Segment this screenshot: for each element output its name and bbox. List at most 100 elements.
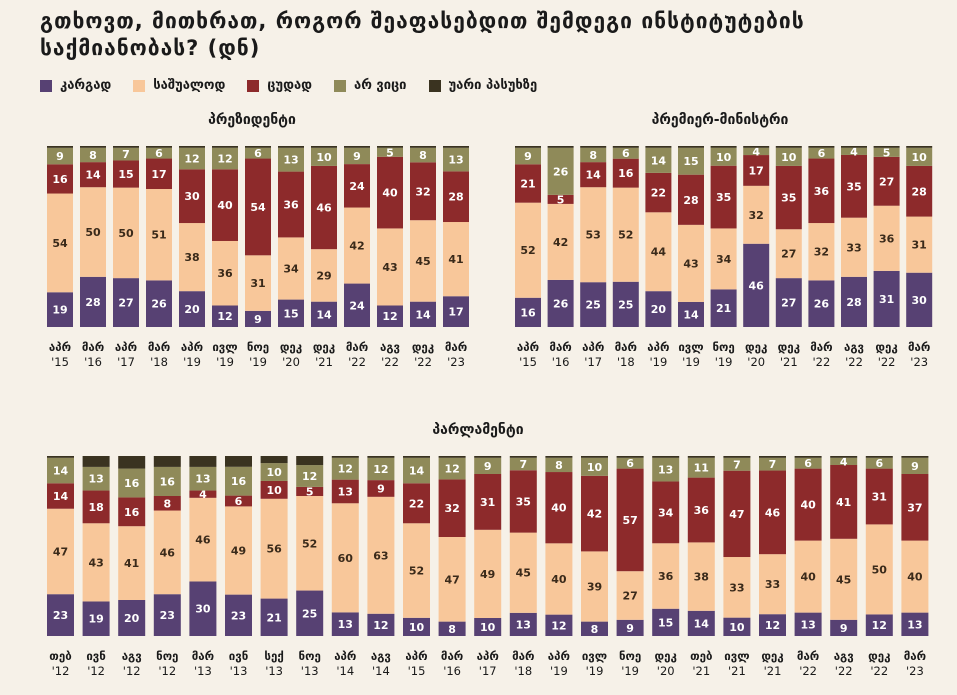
data-label-average: 34 xyxy=(283,262,299,275)
bar-dont-know xyxy=(645,147,672,173)
bar-refuse xyxy=(830,456,858,458)
data-label-average: 47 xyxy=(444,573,459,586)
bar-average xyxy=(841,217,867,277)
bar-good xyxy=(515,297,541,327)
data-label-good: 23 xyxy=(160,609,175,622)
bar-refuse xyxy=(652,456,680,458)
x-tick-year: '17 xyxy=(117,355,135,369)
bar-bad xyxy=(865,468,893,525)
data-label-average: 50 xyxy=(85,226,101,239)
bar-average xyxy=(794,540,822,613)
data-label-bad: 27 xyxy=(879,175,894,188)
x-tick-month: ნოე xyxy=(712,340,734,354)
data-label-good: 19 xyxy=(88,613,103,626)
bar-dont-know xyxy=(906,147,933,166)
bar-good xyxy=(759,614,786,636)
data-label-good: 12 xyxy=(551,619,566,632)
bar-good xyxy=(547,279,574,327)
x-tick-year: '22 xyxy=(381,355,399,369)
x-tick-month: აგვ xyxy=(371,649,391,663)
data-label-average: 54 xyxy=(52,237,68,250)
bar-dont-know xyxy=(146,147,172,159)
bar-dont-know xyxy=(410,147,436,163)
bar-good xyxy=(743,243,770,327)
x-tick-year: '19 xyxy=(715,355,733,369)
data-label-average: 52 xyxy=(302,537,317,550)
data-label-bad: 16 xyxy=(618,167,634,180)
legend-label-good: კარგად xyxy=(60,78,112,93)
data-label-good: 26 xyxy=(151,298,167,311)
data-label-bad: 40 xyxy=(551,502,567,515)
bar-dont-know xyxy=(260,463,288,481)
data-label-dont-know: 7 xyxy=(733,458,741,471)
data-label-good: 12 xyxy=(382,310,397,323)
data-label-bad: 35 xyxy=(516,495,531,508)
bar-bad xyxy=(212,169,238,241)
x-tick-month: ივნ xyxy=(86,649,106,663)
bar-bad xyxy=(377,156,403,229)
bar-bad xyxy=(743,155,770,186)
bar-refuse xyxy=(153,456,181,467)
data-label-average: 40 xyxy=(800,571,816,584)
x-tick-month: აგვ xyxy=(844,340,864,354)
bar-good xyxy=(901,612,929,636)
data-label-average: 36 xyxy=(658,570,674,583)
x-tick-month: აპრ xyxy=(334,649,356,663)
bar-good xyxy=(80,276,106,327)
bar-dont-know xyxy=(710,147,737,166)
data-label-bad: 17 xyxy=(749,164,764,177)
bar-bad xyxy=(901,474,929,541)
data-label-average: 33 xyxy=(765,578,780,591)
bar-bad xyxy=(443,171,469,223)
data-label-bad: 41 xyxy=(836,496,851,509)
x-tick-month: აპრ xyxy=(582,340,604,354)
data-label-good: 30 xyxy=(912,294,928,307)
data-label-good: 15 xyxy=(283,307,298,320)
bar-bad xyxy=(547,194,574,204)
bar-average xyxy=(652,543,680,609)
bar-good xyxy=(225,594,252,636)
bar-dont-know xyxy=(612,147,639,159)
x-tick-year: '17 xyxy=(479,664,497,678)
bar-good xyxy=(189,581,217,636)
bar-good xyxy=(612,281,639,327)
data-label-good: 8 xyxy=(448,623,456,636)
bar-good xyxy=(545,614,573,636)
legend-item-dont-know: არ ვიცი xyxy=(334,78,407,93)
data-label-average: 33 xyxy=(846,241,861,254)
bar-average xyxy=(82,523,110,602)
bar-average xyxy=(678,224,704,302)
bar-good xyxy=(581,621,608,636)
bar-bad xyxy=(652,481,680,544)
bar-dont-know xyxy=(794,457,822,469)
bar-average xyxy=(581,551,608,622)
data-label-dont-know: 7 xyxy=(519,458,527,471)
chart-title-parliament: პარლამენტი xyxy=(432,422,523,438)
chart-title-pm: პრემიერ-მინისტრი xyxy=(652,112,789,128)
data-label-average: 31 xyxy=(250,277,265,290)
data-label-good: 20 xyxy=(124,612,140,625)
bar-refuse xyxy=(331,456,359,458)
bar-average xyxy=(723,557,751,618)
bar-refuse xyxy=(612,146,639,148)
bar-average xyxy=(377,228,403,306)
data-label-bad: 5 xyxy=(557,193,565,206)
bar-dont-know xyxy=(311,147,337,166)
x-tick-month: თებ xyxy=(690,649,712,663)
data-label-bad: 14 xyxy=(586,169,602,182)
data-label-good: 14 xyxy=(683,308,699,321)
x-tick-year: '12 xyxy=(87,664,105,678)
data-label-bad: 46 xyxy=(316,202,332,215)
bar-average xyxy=(47,193,73,293)
data-label-average: 29 xyxy=(316,269,331,282)
bar-average xyxy=(331,503,359,613)
bar-bad xyxy=(710,165,737,229)
bar-dont-know xyxy=(545,457,573,473)
bar-bad xyxy=(260,480,288,499)
bar-dont-know xyxy=(830,457,858,465)
bar-average xyxy=(616,571,644,620)
bar-good xyxy=(146,280,172,327)
data-label-dont-know: 9 xyxy=(484,460,492,473)
bar-bad xyxy=(794,468,822,541)
